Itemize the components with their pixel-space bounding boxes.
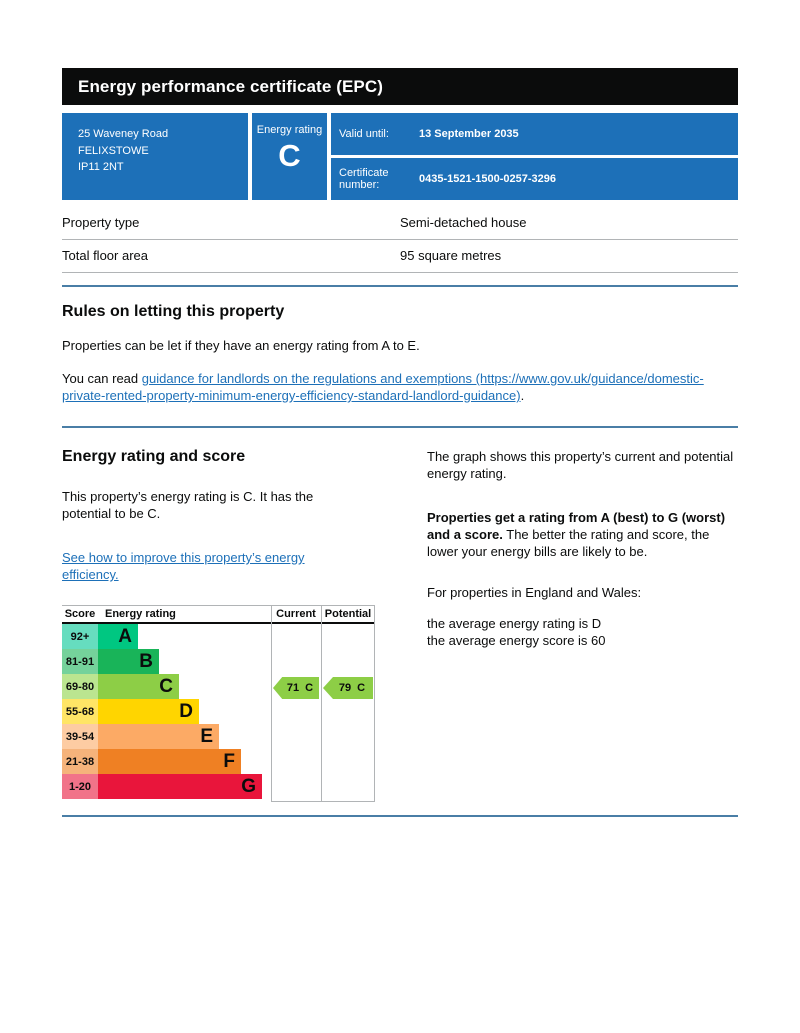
rating-explainer-rest: The better the rating and score, the low… <box>427 527 710 559</box>
property-detail-value: 95 square metres <box>400 248 502 263</box>
rules-heading: Rules on letting this property <box>62 303 285 320</box>
rating-explainer-bold: Properties get a rating from A (best) to… <box>427 510 726 542</box>
chart-divider-line <box>271 606 272 801</box>
certificate-meta: Valid until: 13 September 2035 Certifica… <box>331 113 738 200</box>
property-detail-row: Property type Semi-detached house <box>62 207 738 240</box>
rating-right-column: The graph shows this property’s current … <box>427 448 738 799</box>
epc-band-score: 69-80 <box>62 674 98 699</box>
epc-band-score: 21-38 <box>62 749 98 774</box>
property-detail-row: Total floor area 95 square metres <box>62 240 738 273</box>
potential-band: C <box>357 682 366 694</box>
chart-divider-line <box>374 606 375 801</box>
average-item: the average energy score is 60 <box>427 633 606 648</box>
epc-band-bar: A <box>98 624 138 649</box>
epc-band-bar: B <box>98 649 159 674</box>
property-address: 25 Waveney Road FELIXSTOWE IP11 2NT <box>62 113 248 200</box>
current-score: 71 <box>286 682 300 694</box>
address-line-3: IP11 2NT <box>78 161 124 173</box>
epc-band-bar: C <box>98 674 179 699</box>
property-detail-label: Total floor area <box>62 248 148 263</box>
section-divider <box>62 815 738 817</box>
epc-band-row: 92+ A <box>62 624 375 649</box>
current-band: C <box>305 682 314 694</box>
address-line-2: FELIXSTOWE <box>78 144 149 157</box>
current-column-header: Current <box>276 608 316 620</box>
epc-band-score: 81-91 <box>62 649 98 674</box>
epc-band-row: 81-91 B <box>62 649 375 674</box>
epc-band-row: 69-80 C <box>62 674 375 699</box>
epc-band-row: 39-54 E <box>62 724 375 749</box>
rating-left-column: Energy rating and score This property’s … <box>62 448 400 802</box>
energy-rating-value: C <box>278 138 301 173</box>
epc-band-bar: G <box>98 774 262 799</box>
epc-band-bar: E <box>98 724 219 749</box>
section-divider <box>62 285 738 287</box>
improve-paragraph: See how to improve this property’s energ… <box>62 549 362 583</box>
epc-band-bar: F <box>98 749 241 774</box>
property-details: Property type Semi-detached house Total fl… <box>62 207 738 273</box>
landlord-guidance-link[interactable]: guidance for landlords on the regulation… <box>62 371 704 403</box>
property-detail-label: Property type <box>62 215 140 230</box>
chart-divider-line <box>321 606 322 801</box>
epc-chart-header: Score Energy rating Current Potential <box>62 606 375 624</box>
epc-band-score: 55-68 <box>62 699 98 724</box>
epc-potential-arrow: 79 C <box>323 677 373 699</box>
certificate-number-row: Certificate number: 0435-1521-1500-0257-… <box>331 158 738 200</box>
property-detail-value: Semi-detached house <box>400 215 527 230</box>
average-item: the average energy rating is D <box>427 616 602 631</box>
graph-intro-paragraph: The graph shows this property’s current … <box>427 449 734 481</box>
guidance-suffix: . <box>520 388 525 403</box>
epc-band-score: 1-20 <box>62 774 98 799</box>
page-title-bar: Energy performance certificate (EPC) <box>62 68 738 105</box>
rules-paragraph: Properties can be let if they have an en… <box>62 338 420 353</box>
rating-summary-paragraph: This property’s energy rating is C. It h… <box>62 489 314 521</box>
improve-efficiency-link[interactable]: See how to improve this property’s energ… <box>62 550 305 582</box>
potential-score: 79 <box>338 682 352 694</box>
epc-band-row: 21-38 F <box>62 749 375 774</box>
epc-band-score: 92+ <box>62 624 98 649</box>
rating-column-header: Energy rating <box>105 608 176 620</box>
guidance-paragraph: You can read guidance for landlords on t… <box>62 370 722 404</box>
rules-section: Rules on letting this property Propertie… <box>62 303 738 404</box>
score-column-header: Score <box>64 608 96 620</box>
valid-until-row: Valid until: 13 September 2035 <box>331 113 738 155</box>
rating-explainer-paragraph: Properties get a rating from A (best) to… <box>427 509 738 560</box>
certificate-summary: 25 Waveney Road FELIXSTOWE IP11 2NT Ener… <box>62 113 738 200</box>
chart-bottom-line <box>271 801 375 802</box>
valid-until-label: Valid until: <box>339 128 389 140</box>
page-content: Energy performance certificate (EPC) 25 … <box>62 68 738 817</box>
address-line-1: 25 Waveney Road <box>78 128 169 140</box>
valid-until-value: 13 September 2035 <box>419 128 519 140</box>
section-divider <box>62 426 738 428</box>
page-title: Energy performance certificate (EPC) <box>78 76 383 96</box>
averages-intro-paragraph: For properties in England and Wales: <box>427 585 642 600</box>
epc-current-arrow: 71 C <box>273 677 319 699</box>
epc-band-row: 55-68 D <box>62 699 375 724</box>
epc-bands: 92+ A 81-91 B 69-80 C 55-68 D 39-54 E 21-38 F 1-20 G <box>62 624 375 799</box>
rating-heading: Energy rating and score <box>62 448 246 465</box>
guidance-prefix: You can read <box>62 371 142 386</box>
certificate-number-value: 0435-1521-1500-0257-3296 <box>419 173 557 185</box>
epc-band-bar: D <box>98 699 199 724</box>
epc-band-row: 1-20 G <box>62 774 375 799</box>
epc-band-score: 39-54 <box>62 724 98 749</box>
potential-column-header: Potential <box>324 608 372 620</box>
certificate-number-label: Certificate number: <box>339 167 389 191</box>
rating-section: Energy rating and score This property’s … <box>62 448 738 802</box>
epc-chart: Score Energy rating Current Potential 92… <box>62 605 375 802</box>
energy-rating-box: Energy rating C <box>252 113 327 200</box>
averages-list: the average energy rating is D the averag… <box>427 615 738 649</box>
energy-rating-label: Energy rating <box>256 124 323 136</box>
